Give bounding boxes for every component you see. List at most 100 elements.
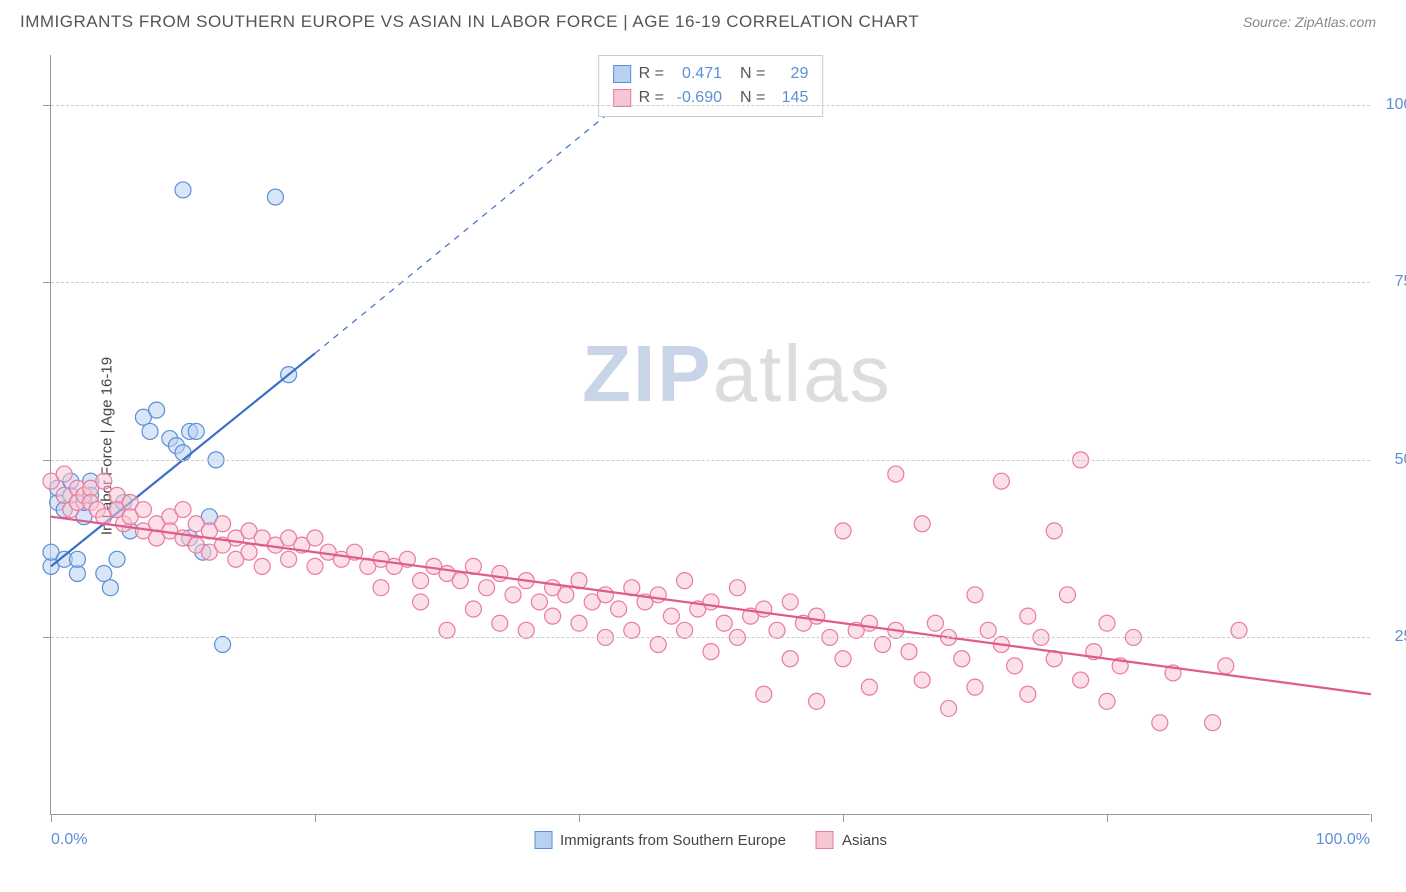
scatter-point <box>611 601 627 617</box>
scatter-plot-svg <box>51 55 1370 814</box>
scatter-point <box>756 686 772 702</box>
scatter-point <box>1231 622 1247 638</box>
scatter-point <box>1020 608 1036 624</box>
scatter-point <box>1218 658 1234 674</box>
correlation-stats-box: R =0.471N =29R =-0.690N =145 <box>598 55 824 117</box>
scatter-point <box>69 551 85 567</box>
legend-swatch <box>534 831 552 849</box>
stats-n-label: N = <box>740 62 765 86</box>
scatter-point <box>769 622 785 638</box>
stats-r-label: R = <box>639 86 664 110</box>
y-tick-label: 100.0% <box>1380 96 1406 114</box>
y-tick <box>43 637 51 638</box>
scatter-point <box>597 587 613 603</box>
chart-legend: Immigrants from Southern Europe Asians <box>534 831 887 849</box>
scatter-point <box>716 615 732 631</box>
scatter-point <box>1020 686 1036 702</box>
chart-header: IMMIGRANTS FROM SOUTHERN EUROPE VS ASIAN… <box>0 0 1406 40</box>
scatter-point <box>281 551 297 567</box>
scatter-point <box>914 516 930 532</box>
legend-label: Immigrants from Southern Europe <box>560 832 786 849</box>
scatter-point <box>215 516 231 532</box>
scatter-point <box>1046 523 1062 539</box>
chart-plot-area: ZIPatlas R =0.471N =29R =-0.690N =145 0.… <box>50 55 1370 815</box>
trend-line-dashed <box>315 83 645 353</box>
scatter-point <box>175 445 191 461</box>
scatter-point <box>492 615 508 631</box>
scatter-point <box>492 566 508 582</box>
scatter-point <box>307 530 323 546</box>
scatter-point <box>901 644 917 660</box>
x-axis-max-label: 100.0% <box>1316 831 1370 849</box>
scatter-point <box>142 423 158 439</box>
scatter-point <box>1059 587 1075 603</box>
y-tick-label: 75.0% <box>1380 273 1406 291</box>
scatter-point <box>967 587 983 603</box>
scatter-point <box>809 608 825 624</box>
scatter-point <box>875 637 891 653</box>
grid-line <box>51 460 1370 461</box>
scatter-point <box>1073 672 1089 688</box>
scatter-point <box>954 651 970 667</box>
scatter-point <box>175 502 191 518</box>
x-tick <box>315 814 316 822</box>
scatter-point <box>624 622 640 638</box>
trend-line <box>51 517 1371 695</box>
y-tick <box>43 282 51 283</box>
scatter-point <box>175 182 191 198</box>
x-tick <box>51 814 52 822</box>
scatter-point <box>96 566 112 582</box>
scatter-point <box>56 466 72 482</box>
scatter-point <box>993 473 1009 489</box>
scatter-point <box>254 558 270 574</box>
scatter-point <box>782 651 798 667</box>
scatter-point <box>729 580 745 596</box>
scatter-point <box>1099 615 1115 631</box>
scatter-point <box>439 622 455 638</box>
y-tick <box>43 460 51 461</box>
scatter-point <box>96 473 112 489</box>
scatter-point <box>109 551 125 567</box>
scatter-point <box>650 637 666 653</box>
x-tick <box>1371 814 1372 822</box>
scatter-point <box>241 544 257 560</box>
scatter-point <box>452 573 468 589</box>
stats-row: R =0.471N =29 <box>613 62 809 86</box>
chart-title: IMMIGRANTS FROM SOUTHERN EUROPE VS ASIAN… <box>20 12 919 32</box>
legend-item: Immigrants from Southern Europe <box>534 831 786 849</box>
scatter-point <box>782 594 798 610</box>
legend-label: Asians <box>842 832 887 849</box>
scatter-point <box>1007 658 1023 674</box>
scatter-point <box>941 700 957 716</box>
scatter-point <box>188 423 204 439</box>
scatter-point <box>465 601 481 617</box>
scatter-point <box>571 615 587 631</box>
scatter-point <box>545 608 561 624</box>
scatter-point <box>703 644 719 660</box>
scatter-point <box>861 615 877 631</box>
scatter-point <box>914 672 930 688</box>
grid-line <box>51 637 1370 638</box>
y-tick-label: 50.0% <box>1380 451 1406 469</box>
scatter-point <box>558 587 574 603</box>
scatter-point <box>215 637 231 653</box>
scatter-point <box>102 580 118 596</box>
y-tick-label: 25.0% <box>1380 628 1406 646</box>
legend-swatch <box>816 831 834 849</box>
scatter-point <box>835 651 851 667</box>
scatter-point <box>307 558 323 574</box>
scatter-point <box>505 587 521 603</box>
scatter-point <box>149 402 165 418</box>
scatter-point <box>1099 693 1115 709</box>
scatter-point <box>835 523 851 539</box>
scatter-point <box>809 693 825 709</box>
scatter-point <box>703 594 719 610</box>
scatter-point <box>69 566 85 582</box>
scatter-point <box>373 580 389 596</box>
stats-n-value: 145 <box>773 86 808 110</box>
scatter-point <box>531 594 547 610</box>
scatter-point <box>267 189 283 205</box>
x-tick <box>843 814 844 822</box>
stats-swatch <box>613 65 631 83</box>
scatter-point <box>135 502 151 518</box>
